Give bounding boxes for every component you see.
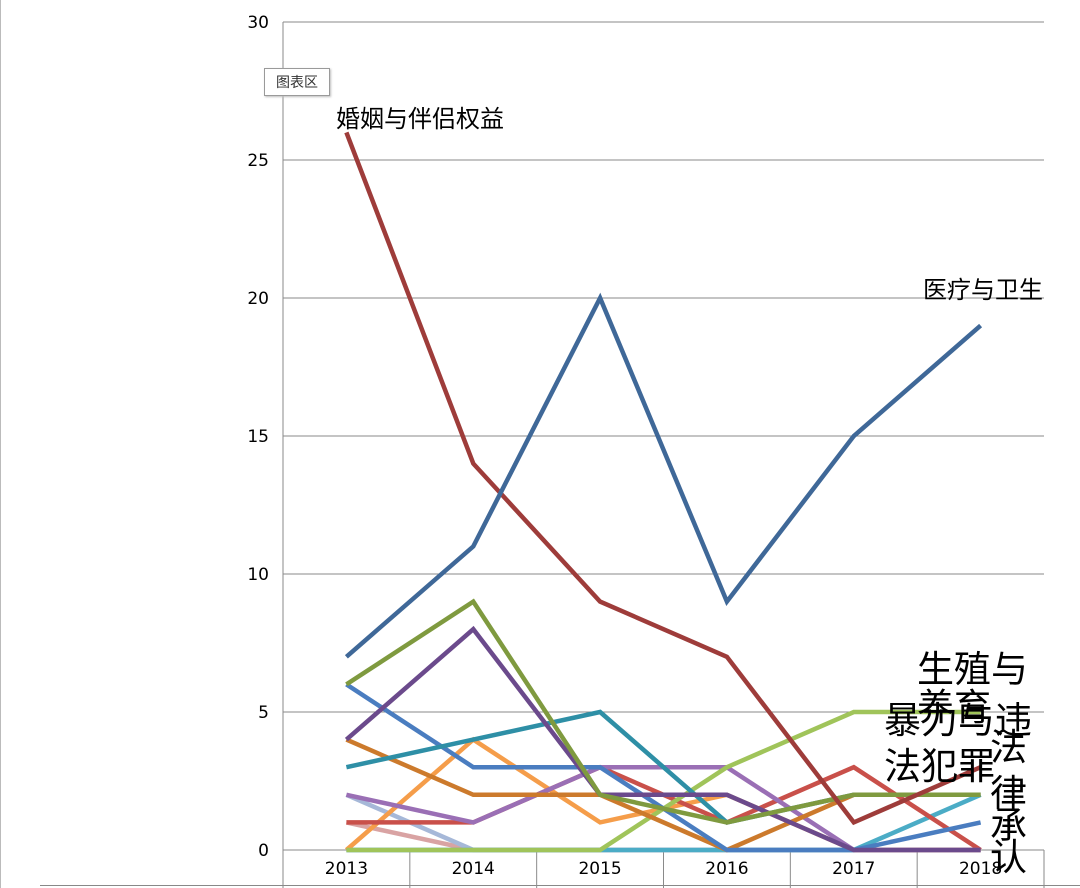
series-line-3	[344, 625, 981, 853]
annotation-label-2: 生殖与	[917, 648, 1028, 691]
series-line-2	[345, 598, 981, 825]
annotation-label-6: 法	[990, 726, 1027, 769]
y-tick-label-10: 10	[247, 565, 269, 585]
x-tick-label-2017: 2017	[832, 859, 875, 879]
x-tick-label-2018: 2018	[959, 859, 1002, 879]
y-tick-label-25: 25	[247, 151, 269, 171]
chart-area-tooltip: 图表区	[264, 68, 330, 96]
series-line-0	[344, 292, 983, 659]
y-tick-label-15: 15	[247, 427, 269, 447]
annotation-label-9: 认	[990, 836, 1027, 879]
chart-left-border	[0, 0, 1, 888]
y-tick-label-5: 5	[258, 703, 269, 723]
annotation-label-5: 法犯罪	[884, 745, 995, 788]
annotation-label-0: 婚姻与伴侣权益	[336, 105, 504, 133]
chart-bottom-border	[40, 885, 1080, 886]
y-tick-label-20: 20	[247, 289, 269, 309]
y-tick-label-30: 30	[247, 13, 269, 33]
annotation-label-1: 医疗与卫生	[923, 276, 1043, 304]
x-tick-label-2015: 2015	[578, 859, 621, 879]
annotation-label-4: 暴力与违	[884, 699, 1032, 742]
x-tick-label-2013: 2013	[325, 859, 368, 879]
annotation-label-3: 养育	[917, 686, 991, 729]
x-tick-label-2014: 2014	[452, 859, 495, 879]
x-tick-label-2016: 2016	[705, 859, 748, 879]
series-line-1	[344, 131, 982, 826]
annotation-label-7: 律	[990, 772, 1027, 815]
annotation-label-8: 承	[990, 804, 1027, 847]
y-tick-label-0: 0	[258, 841, 269, 861]
